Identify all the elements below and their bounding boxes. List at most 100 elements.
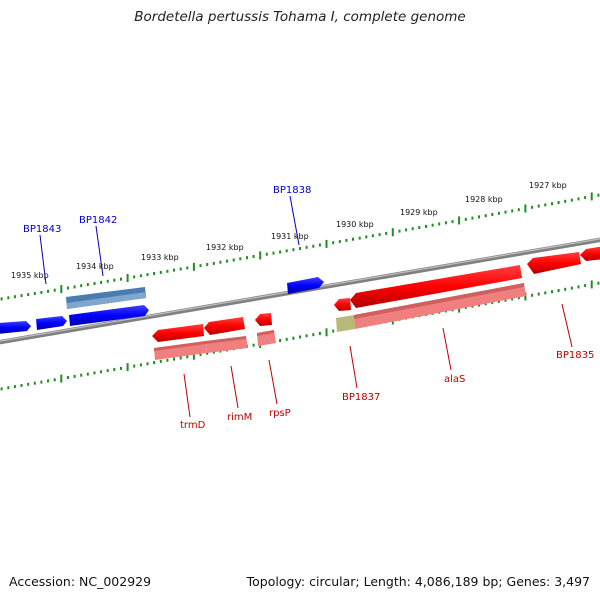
gene-label: BP1835 [556, 350, 594, 361]
ruler-minor-tick [537, 292, 540, 296]
ruler-minor-tick [272, 251, 275, 255]
ruler-minor-tick [299, 247, 301, 250]
ruler-minor-tick [93, 282, 96, 285]
ruler-major-tick [126, 274, 129, 282]
ruler-major-tick [590, 280, 593, 289]
gene-arrow [0, 321, 31, 334]
gene-label: rimM [227, 412, 252, 423]
gene-label: BP1842 [79, 215, 117, 226]
ruler-minor-tick [405, 228, 408, 232]
reverse-gene-labels: trmD rimM rpsP BP1837 alaS BP1835 [180, 350, 594, 431]
ruler-minor-tick [146, 273, 149, 277]
ruler-minor-tick [20, 294, 23, 298]
ruler-minor-tick [345, 238, 348, 242]
ruler-minor-tick [318, 332, 321, 335]
ruler-minor-tick [186, 355, 189, 359]
gene-arrow [527, 252, 581, 274]
ruler-minor-tick [199, 264, 202, 268]
ruler-major-tick [524, 204, 527, 213]
gene-label: alaS [444, 374, 465, 385]
ruler-minor-tick [537, 204, 540, 208]
gene-arrow [580, 246, 600, 261]
accession-label: Accession: NC_002929 [9, 574, 152, 589]
ruler-label: 1933 kbp [141, 253, 179, 262]
ruler-minor-tick [484, 214, 487, 218]
label-leaders [39, 195, 573, 418]
ruler-minor-tick [425, 224, 427, 228]
ruler-minor-tick [113, 278, 116, 282]
ruler-minor-tick [504, 210, 507, 214]
ruler-minor-tick [219, 260, 222, 264]
ruler-minor-tick [497, 299, 500, 303]
ruler-minor-tick [100, 280, 103, 284]
ruler-minor-tick [252, 343, 255, 347]
forward-strand-genes [0, 277, 324, 334]
gene-arrow [204, 317, 245, 335]
gene-arrow-shaded [154, 341, 207, 360]
ruler-minor-tick [86, 372, 89, 376]
ruler-minor-tick [418, 226, 421, 229]
ruler-labels: 1935 kbp 1934 kbp 1933 kbp 1932 kbp 1931… [11, 181, 567, 280]
ruler-minor-tick [551, 202, 553, 206]
genome-summary: Topology: circular; Length: 4,086,189 bp… [246, 574, 590, 589]
reverse-strand-genes [152, 246, 600, 360]
ruler-label: 1935 kbp [11, 271, 49, 280]
ruler-minor-tick [106, 279, 109, 283]
ruler-minor-tick [491, 301, 494, 305]
ruler-major-tick [60, 285, 63, 294]
ruler-minor-tick [511, 297, 514, 301]
ruler-minor-tick [570, 286, 573, 290]
ruler-minor-tick [139, 274, 142, 278]
ruler-minor-tick [33, 292, 36, 295]
ruler-minor-tick [73, 285, 76, 289]
ruler-minor-tick [511, 209, 514, 213]
ruler-major-tick [192, 351, 195, 360]
ruler-major-tick [590, 192, 593, 201]
ruler-minor-tick [484, 302, 487, 306]
ruler-minor-tick [312, 333, 315, 337]
gene-label: BP1838 [273, 185, 311, 196]
ruler-minor-tick [444, 221, 447, 225]
ruler-minor-tick [73, 374, 76, 378]
ruler-minor-tick [66, 376, 69, 379]
ruler-minor-tick [305, 245, 308, 249]
ruler-minor-tick [365, 235, 368, 239]
ruler-minor-tick [146, 362, 149, 366]
ruler-minor-tick [584, 196, 587, 200]
ruler-minor-tick [53, 378, 56, 382]
ruler-minor-tick [352, 237, 354, 241]
ruler-minor-tick [411, 227, 414, 231]
ruler-minor-tick [120, 366, 122, 370]
ruler-minor-tick [285, 337, 288, 341]
ruler-minor-tick [33, 381, 36, 385]
ruler-minor-tick [544, 203, 547, 207]
ruler-minor-tick [226, 259, 229, 263]
ruler-minor-tick [0, 297, 3, 301]
ruler-minor-tick [285, 249, 288, 253]
ruler-minor-tick [564, 287, 567, 291]
ruler-minor-tick [7, 296, 10, 300]
ruler-minor-tick [13, 295, 16, 299]
ruler-minor-tick [378, 233, 381, 237]
ruler-minor-tick [40, 380, 43, 384]
ruler-major-tick [60, 374, 63, 383]
ruler-minor-tick [86, 283, 89, 287]
ruler-minor-tick [27, 293, 30, 296]
ruler-minor-tick [199, 353, 202, 356]
ruler-major-tick [391, 228, 394, 237]
gene-label: BP1837 [342, 392, 380, 403]
gene-arrow [350, 265, 522, 308]
ruler-minor-tick [597, 281, 600, 285]
ruler-minor-tick [385, 231, 388, 235]
ruler-minor-tick [186, 266, 189, 270]
ruler-minor-tick [212, 261, 215, 265]
ruler-minor-tick [338, 240, 341, 244]
ruler-minor-tick [139, 363, 142, 367]
ruler-minor-tick [279, 250, 282, 254]
ruler-upper [0, 192, 600, 301]
map-title: Bordetella pertussis Tohama I, complete … [134, 9, 466, 25]
ruler-minor-tick [232, 258, 235, 262]
ruler-minor-tick [292, 336, 295, 340]
feature-other [336, 315, 355, 332]
